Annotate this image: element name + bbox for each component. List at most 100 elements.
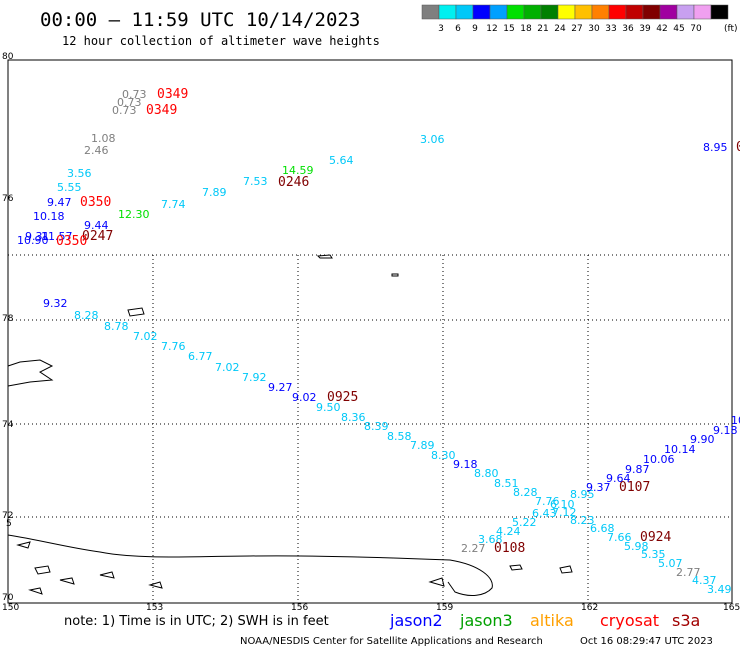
color-scale-label: 15 xyxy=(503,24,514,34)
color-swatch xyxy=(506,4,525,20)
wave-height-label: 9.18 xyxy=(713,424,738,437)
wave-height-label: 8.78 xyxy=(104,320,129,333)
wave-height-label: 9.27 xyxy=(268,381,293,394)
wave-height-label: 5.22 xyxy=(512,516,537,529)
color-scale-label: 27 xyxy=(571,24,582,34)
color-swatch xyxy=(710,4,729,20)
pass-time-label: 0349 xyxy=(157,87,188,102)
satellite-legend: jason2 jason3 altika cryosat s3a xyxy=(389,611,700,630)
lat-label: 70 xyxy=(2,593,14,603)
lat-label: 80 xyxy=(2,52,14,62)
wave-height-label: 6.68 xyxy=(590,522,615,535)
wave-height-label: 7.74 xyxy=(161,198,186,211)
pass-time-label: 0349 xyxy=(146,103,177,118)
wave-height-label: 9.02 xyxy=(292,391,317,404)
pass-time-label: 0247 xyxy=(82,229,113,244)
coast-island xyxy=(34,565,51,575)
axis-labels: 80 76 78 74 72 5 70 150 153 156 159 162 … xyxy=(2,52,740,613)
color-scale-label: 36 xyxy=(622,24,634,34)
wave-height-label: 10.18 xyxy=(33,210,65,223)
wave-height-label: 3.06 xyxy=(420,133,445,146)
coast-island xyxy=(316,254,333,259)
wave-height-label: 7.92 xyxy=(242,371,267,384)
wave-height-label: 7.02 xyxy=(133,330,158,343)
wave-height-label: 8.39 xyxy=(364,420,389,433)
wave-height-label: 7.12 xyxy=(552,506,577,519)
color-swatch xyxy=(455,4,474,20)
wave-height-label: 8.30 xyxy=(431,449,456,462)
coastline xyxy=(7,254,573,596)
wave-height-label: 11.57 xyxy=(41,230,73,243)
lat-label: 76 xyxy=(2,194,14,204)
color-scale-label: 33 xyxy=(605,24,616,34)
pass-time-label: 0924 xyxy=(640,530,671,545)
color-scale-label: 39 xyxy=(639,24,651,34)
wave-height-label: 8.28 xyxy=(513,486,538,499)
coast-island xyxy=(148,581,163,589)
color-scale-unit: (ft) xyxy=(724,24,738,34)
wave-height-label: 8.51 xyxy=(494,477,519,490)
wave-height-label: 9.37 xyxy=(586,481,611,494)
wave-height-label: 7.02 xyxy=(215,361,240,374)
coast-greenland xyxy=(7,359,54,387)
wave-height-label: 2.27 xyxy=(461,542,486,555)
color-swatch xyxy=(574,4,593,20)
wave-height-label: 9.32 xyxy=(43,297,68,310)
satellite-altika: altika xyxy=(530,611,574,630)
color-scale-label: 3 xyxy=(438,24,444,34)
color-swatch xyxy=(540,4,559,20)
color-swatch xyxy=(489,4,508,20)
wave-height-label: 9.44 xyxy=(84,219,109,232)
wave-height-label: 7.66 xyxy=(607,531,632,544)
color-scale-label: 9 xyxy=(472,24,478,34)
wave-height-label: 9.18 xyxy=(453,458,478,471)
lon-label: 150 xyxy=(2,603,19,613)
lon-label: 153 xyxy=(146,603,163,613)
generated-timestamp: Oct 16 08:29:47 UTC 2023 xyxy=(580,636,713,647)
wave-height-label: 5.07 xyxy=(658,557,683,570)
footnote: note: 1) Time is in UTC; 2) SWH is in fe… xyxy=(64,614,329,629)
pass-time-label: 0350 xyxy=(80,195,111,210)
wave-height-label: 9.31 xyxy=(25,230,50,243)
color-swatch xyxy=(608,4,627,20)
wave-height-label: 8.36 xyxy=(341,411,366,424)
wave-height-label: 5.35 xyxy=(641,548,666,561)
color-swatch xyxy=(659,4,678,20)
map-title: 00:00 – 11:59 UTC 10/14/2023 xyxy=(40,9,360,31)
wave-height-label: 4.37 xyxy=(692,574,717,587)
coast-island xyxy=(559,565,573,574)
wave-height-label: 6.77 xyxy=(188,350,213,363)
color-swatch xyxy=(625,4,644,20)
wave-height-label: 5.98 xyxy=(624,540,649,553)
wave-height-label: 7.76 xyxy=(535,495,560,508)
wave-height-label: 10.14 xyxy=(664,443,696,456)
coast-island xyxy=(16,541,31,549)
wave-height-label: 5.55 xyxy=(57,181,82,194)
wave-height-label: 0.73 xyxy=(117,96,142,109)
color-swatch xyxy=(693,4,712,20)
wave-height-label: 9.47 xyxy=(47,196,72,209)
satellite-s3a: s3a xyxy=(672,611,700,630)
observations-layer: 0.730.730.73034903491.082.463.565.550350… xyxy=(17,87,740,596)
color-swatch xyxy=(523,4,542,20)
lat-label-partial: 5 xyxy=(6,519,12,529)
wave-height-label: 8.95 xyxy=(570,488,595,501)
pass-time-label: 0107 xyxy=(619,480,650,495)
credit-line: NOAA/NESDIS Center for Satellite Applica… xyxy=(240,636,543,647)
lon-label: 159 xyxy=(436,603,453,613)
wave-height-label: 9.90 xyxy=(690,433,715,446)
wave-height-label: 14.59 xyxy=(282,164,314,177)
wave-height-label: 8.58 xyxy=(387,430,412,443)
color-swatch xyxy=(676,4,695,20)
wave-height-label: 2.46 xyxy=(84,144,109,157)
color-swatch xyxy=(642,4,661,20)
pass-time-label: 0246 xyxy=(278,175,309,190)
coast-island xyxy=(428,577,445,587)
color-scale-label: 21 xyxy=(537,24,548,34)
color-swatch xyxy=(557,4,576,20)
wave-height-label: 6.10 xyxy=(550,498,575,511)
map-subtitle: 12 hour collection of altimeter wave hei… xyxy=(62,34,380,48)
wave-height-label: 8.28 xyxy=(74,309,99,322)
color-swatch xyxy=(438,4,457,20)
